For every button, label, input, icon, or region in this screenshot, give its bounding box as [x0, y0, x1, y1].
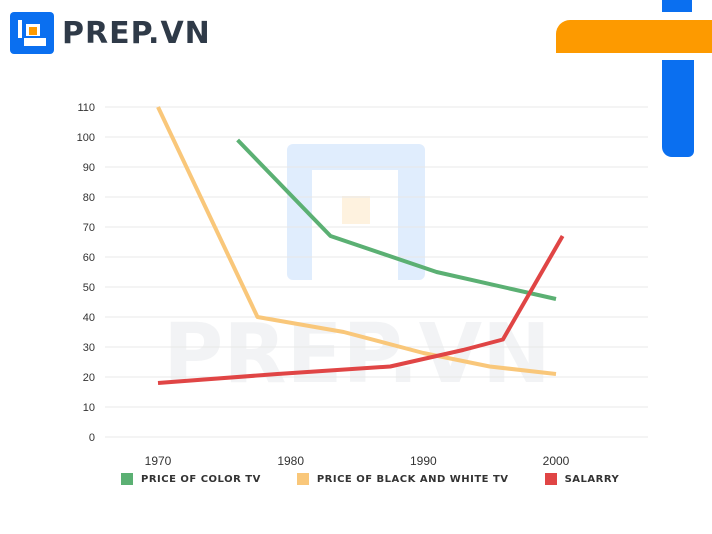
y-tick-label: 60 — [83, 252, 95, 264]
legend-label: PRICE OF BLACK AND WHITE TV — [316, 473, 509, 485]
series-line-price-of-black-and-white-tv — [156, 106, 557, 376]
legend-label: SALARRY — [564, 473, 620, 485]
legend-label: PRICE OF COLOR TV — [141, 473, 261, 485]
brand-name: PREP.VN — [62, 15, 211, 51]
legend-swatch — [296, 473, 309, 485]
x-tick-label: 1990 — [410, 454, 437, 468]
brand-logo: PREP.VN — [10, 12, 211, 54]
legend-swatch — [121, 473, 133, 485]
y-tick-label: 50 — [83, 282, 95, 294]
y-tick-label: 10 — [83, 402, 95, 414]
y-tick-label: 30 — [83, 342, 95, 354]
y-tick-label: 70 — [83, 222, 95, 234]
y-tick-label: 90 — [83, 162, 95, 174]
y-tick-label: 100 — [77, 132, 95, 144]
prep-logo-icon — [10, 12, 54, 54]
decorative-blue-bar — [662, 60, 694, 157]
decorative-orange-band — [556, 20, 712, 53]
y-tick-label: 80 — [83, 192, 95, 204]
legend-item: SALARRY — [544, 473, 620, 485]
series-line-price-of-color-tv — [236, 138, 557, 301]
y-tick-label: 40 — [83, 312, 95, 324]
legend-item: PRICE OF COLOR TV — [121, 473, 261, 485]
y-tick-label: 110 — [77, 102, 95, 114]
x-tick-label: 2000 — [543, 454, 570, 468]
legend-item: PRICE OF BLACK AND WHITE TV — [296, 473, 509, 485]
y-tick-label: 0 — [89, 432, 95, 444]
legend-swatch — [544, 473, 557, 485]
decorative-blue-block — [662, 0, 692, 12]
watermark: PREP.VN — [163, 144, 551, 402]
series-line-salarry — [157, 235, 565, 385]
x-tick-label: 1980 — [277, 454, 304, 468]
x-tick-label: 1970 — [145, 454, 172, 468]
chart-legend: PRICE OF COLOR TV PRICE OF BLACK AND WHIT… — [121, 473, 655, 485]
y-tick-label: 20 — [83, 372, 95, 384]
watermark-text: PREP.VN — [163, 307, 551, 402]
